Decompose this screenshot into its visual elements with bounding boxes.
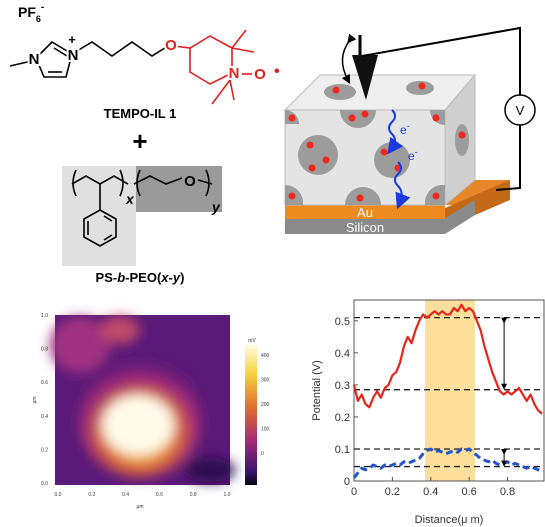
atom-o: O — [184, 173, 196, 190]
y-tick-label: 0.4 — [41, 414, 48, 420]
subscript-y: y — [211, 199, 221, 215]
domain — [298, 135, 338, 175]
highlight-band — [425, 300, 475, 481]
butyl-chain — [72, 42, 168, 56]
y-tick-label: 0.4 — [335, 348, 350, 360]
plus-sign: + — [132, 126, 147, 156]
atom-o: O — [254, 66, 266, 83]
methyl-bond — [232, 30, 246, 48]
dot — [307, 142, 314, 149]
methyl-bond — [232, 48, 254, 52]
dot — [333, 87, 340, 94]
electron-charge: - — [407, 121, 410, 131]
voltmeter-label: V — [516, 103, 525, 118]
feature — [185, 458, 235, 482]
y-tick-label: 0.0 — [41, 481, 48, 487]
charge: + — [68, 32, 76, 47]
x-axis-label: μm — [136, 504, 143, 510]
y-axis-label: Potential (V) — [311, 360, 323, 421]
gold-label: Au — [357, 205, 373, 220]
y-tick-label: 0.1 — [335, 444, 350, 456]
afm-image: mV μm μm 0.0 0.2 0.4 0.6 0.8 1.0 0.0 0.2 0.4 0.6 0… — [32, 313, 270, 510]
dot — [289, 193, 296, 200]
potential-profile-chart: 0 0.1 0.2 0.3 0.4 0.5 0 0.2 0.4 0.6 0.8 Distance(μ … — [311, 300, 544, 526]
x-tick-label: 0.6 — [156, 492, 163, 498]
methyl-bond — [212, 80, 230, 104]
feature — [102, 395, 174, 455]
dot — [323, 157, 330, 164]
anion-superscript: - — [41, 2, 44, 13]
silicon-label: Silicon — [346, 220, 384, 235]
y-tick-label: 0.5 — [335, 316, 350, 328]
x-tick-label: 0.8 — [190, 492, 197, 498]
figure: PF6- N N + O N O • TEMPO-IL 1 + O x y PS… — [0, 0, 545, 527]
y-tick-label: 0.2 — [335, 412, 350, 424]
name-part: ) — [180, 270, 184, 285]
domain — [455, 124, 469, 156]
x-tick-label: 0.4 — [423, 486, 438, 498]
name-part: PS- — [96, 270, 118, 285]
y-tick-label: 1.0 — [41, 313, 48, 319]
dot — [433, 115, 440, 122]
x-tick-label: 0 — [351, 486, 357, 498]
methyl-bond — [230, 80, 234, 100]
x-tick-label: 0.8 — [500, 486, 515, 498]
x-tick-label: 0.2 — [88, 492, 95, 498]
x-tick-label: 1.0 — [224, 492, 231, 498]
feature — [50, 317, 110, 373]
subscript-x: x — [125, 191, 135, 207]
feature — [100, 316, 140, 344]
colorbar-tick-label: 200 — [261, 402, 270, 408]
dot — [309, 165, 316, 172]
piperidine-ring — [190, 48, 230, 84]
dot — [357, 195, 364, 202]
x-axis-label: Distance(μ m) — [415, 514, 484, 526]
tempo-il-structure: PF6- N N + O N O • TEMPO-IL 1 + — [10, 2, 280, 156]
x-tick-label: 0.0 — [55, 492, 62, 498]
anion-subscript: 6 — [36, 14, 41, 24]
atom-o: O — [165, 37, 177, 54]
electron-charge: - — [415, 147, 418, 157]
atom-n: N — [68, 47, 79, 64]
dot — [459, 132, 466, 139]
colorbar-label: mV — [248, 338, 256, 344]
cube-top — [285, 75, 475, 110]
x-tick-label: 0.6 — [462, 486, 477, 498]
y-tick-label: 0.8 — [41, 347, 48, 353]
kpfm-schematic: e- e- Au Silicon V — [285, 28, 535, 235]
colorbar-tick-label: 300 — [261, 378, 270, 384]
dot — [349, 115, 356, 122]
oscillation-arrow — [342, 40, 350, 80]
anion: PF6- — [18, 2, 44, 24]
y-tick-label: 0.6 — [41, 380, 48, 386]
block-copolymer-structure: O x y PS-b-PEO(x-y) — [62, 166, 222, 285]
colorbar — [245, 345, 257, 485]
dot — [362, 111, 369, 118]
name-part: -PEO( — [125, 270, 162, 285]
y-axis-label: μm — [32, 396, 38, 403]
dot — [289, 115, 296, 122]
y-tick-label: 0 — [344, 476, 350, 488]
dot — [381, 149, 388, 156]
domain — [324, 84, 356, 100]
polymer-name: PS-b-PEO(x-y) — [96, 270, 185, 285]
dot — [419, 83, 426, 90]
name-part: b — [117, 270, 125, 285]
dot — [433, 193, 440, 200]
colorbar-tick-label: 100 — [261, 427, 270, 433]
x-tick-label: 0.2 — [385, 486, 400, 498]
atom-n: N — [229, 65, 240, 82]
anion-text: PF — [18, 4, 36, 20]
piperidine-ring — [174, 36, 232, 68]
colorbar-tick-label: 0 — [261, 451, 264, 457]
colorbar-tick-label: 400 — [261, 353, 270, 359]
compound-name: TEMPO-IL 1 — [104, 106, 177, 121]
y-tick-label: 0.3 — [335, 380, 350, 392]
atom-n: N — [29, 51, 40, 68]
y-tick-label: 0.2 — [41, 447, 48, 453]
x-tick-label: 0.4 — [122, 492, 129, 498]
radical: • — [274, 63, 280, 80]
